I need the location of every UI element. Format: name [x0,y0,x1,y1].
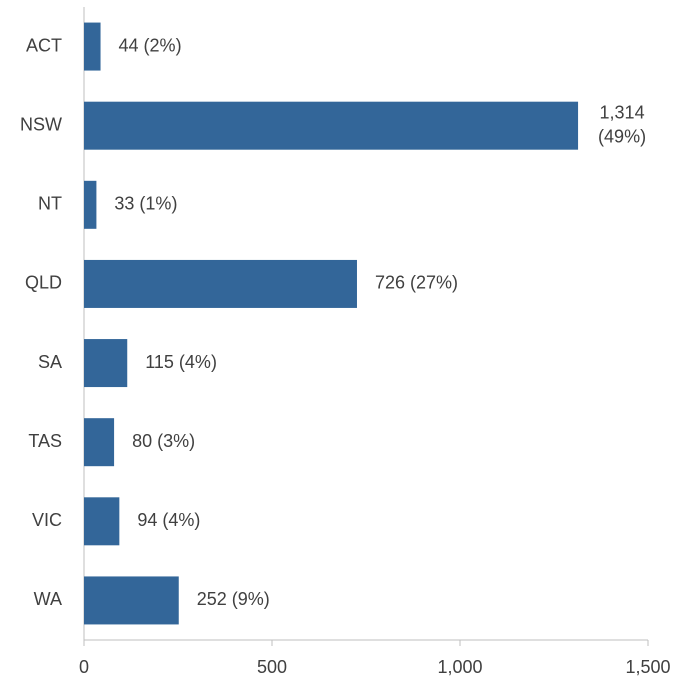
bar [84,339,128,388]
x-tick-label: 0 [79,657,89,677]
y-tick-label: VIC [32,510,62,530]
data-label: 115 (4%) [145,352,217,372]
x-tick-label: 1,000 [437,657,482,677]
data-label: 80 (3%) [132,431,195,451]
y-tick-label: SA [38,352,62,372]
bar [84,101,579,150]
y-tick-label: NT [38,194,62,214]
data-label: 726 (27%) [375,273,458,293]
y-tick-label: ACT [26,35,62,55]
bar [84,418,115,467]
y-tick-label: QLD [25,273,62,293]
data-label: 94 (4%) [137,510,200,530]
bar [84,259,357,308]
data-label: 33 (1%) [114,194,177,214]
y-tick-label: TAS [28,431,62,451]
y-tick-label: WA [34,589,62,609]
bar [84,180,97,229]
x-tick-label: 1,500 [625,657,670,677]
data-label: 1,314 (49%) [598,102,646,146]
bar [84,497,120,546]
data-label: 44 (2%) [119,35,182,55]
y-tick-label: NSW [20,114,62,134]
bar [84,22,101,71]
x-tick-label: 500 [257,657,287,677]
bar [84,576,179,625]
data-label: 252 (9%) [197,589,270,609]
